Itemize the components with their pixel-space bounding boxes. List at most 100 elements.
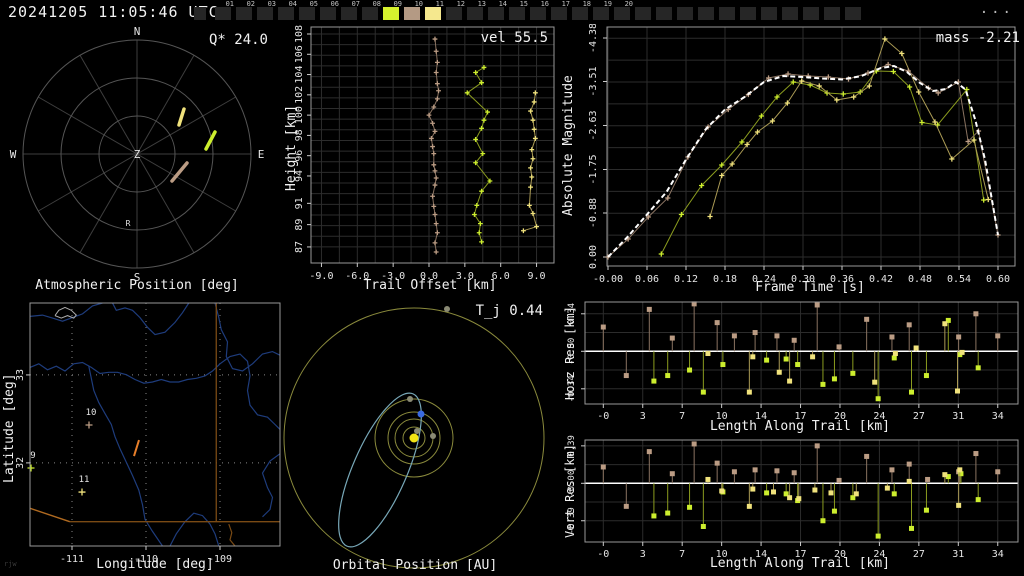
light-curve-11	[707, 36, 991, 220]
svg-text:0.12: 0.12	[674, 274, 698, 285]
residuals_horz-station-09	[651, 317, 981, 402]
svg-text:E: E	[258, 148, 265, 161]
svg-text:S: S	[134, 271, 141, 284]
svg-text:W: W	[10, 148, 17, 161]
station-box-swatch	[677, 7, 693, 20]
svg-text:89: 89	[294, 219, 305, 231]
station-box-label: 08	[372, 0, 381, 8]
svg-text:34: 34	[992, 549, 1004, 560]
station-box[interactable]	[718, 0, 739, 24]
station-box-16[interactable]: 16	[529, 0, 550, 24]
station-box-13[interactable]: 13	[466, 0, 487, 24]
station-box-label: 12	[456, 0, 465, 8]
station-box-label: 10	[414, 0, 423, 8]
svg-text:10: 10	[716, 411, 728, 422]
station-box-06[interactable]: 06	[319, 0, 340, 24]
station-box[interactable]	[676, 0, 697, 24]
meteor-orbit-ellipse	[338, 392, 422, 548]
station-box[interactable]	[781, 0, 802, 24]
height-trail-11	[521, 90, 539, 234]
station-box-swatch	[551, 7, 567, 20]
svg-text:31: 31	[952, 411, 964, 422]
svg-text:17: 17	[795, 549, 807, 560]
station-box-08[interactable]: 08	[361, 0, 382, 24]
station-box-label: 20	[624, 0, 633, 8]
longitude-axis-title: Longitude [deg]	[96, 557, 214, 572]
planet-dot	[414, 428, 420, 434]
svg-text:96: 96	[294, 150, 305, 162]
station-box-02[interactable]: 02	[235, 0, 256, 24]
station-box-swatch	[362, 7, 378, 20]
station-box-11[interactable]: 11	[424, 0, 445, 24]
station-box-swatch	[824, 7, 840, 20]
residuals_horz-station-11	[705, 321, 965, 395]
station-box[interactable]	[697, 0, 718, 24]
station-box-03[interactable]: 03	[256, 0, 277, 24]
station-box-10[interactable]: 10	[403, 0, 424, 24]
ground-track-map: 9 10 11 -111 -110 -109 33 32	[15, 302, 281, 565]
station-box-label: 03	[267, 0, 276, 8]
svg-text:9.0: 9.0	[528, 271, 546, 282]
station-box-swatch	[488, 7, 504, 20]
station-box-label: 04	[288, 0, 297, 8]
station-box-label: 18	[582, 0, 591, 8]
svg-text:-3.51: -3.51	[588, 66, 599, 96]
station-box-15[interactable]: 15	[508, 0, 529, 24]
utc-timestamp: 20241205 11:05:46 UTC	[8, 3, 219, 21]
svg-text:0.60: 0.60	[986, 274, 1010, 285]
svg-text:17: 17	[795, 411, 807, 422]
svg-text:31: 31	[952, 549, 964, 560]
station-box[interactable]	[739, 0, 760, 24]
station-box-05[interactable]: 05	[298, 0, 319, 24]
station-box-09[interactable]: 09	[382, 0, 403, 24]
polar-trail-09	[204, 130, 217, 151]
residuals_vert-station-11	[705, 467, 963, 509]
station-box-20[interactable]: 20	[613, 0, 634, 24]
station-box[interactable]	[823, 0, 844, 24]
station-box[interactable]	[844, 0, 865, 24]
map-trajectory	[133, 439, 140, 457]
station-box-12[interactable]: 12	[445, 0, 466, 24]
svg-text:-0.00: -0.00	[567, 338, 577, 365]
station-box-04[interactable]: 04	[277, 0, 298, 24]
station-box-swatch	[509, 7, 525, 20]
station-box[interactable]	[760, 0, 781, 24]
station-box-label: 07	[351, 0, 360, 8]
svg-text:14: 14	[755, 549, 767, 560]
station-box-14[interactable]: 14	[487, 0, 508, 24]
station-box-label: 02	[246, 0, 255, 8]
tisserand-label: T_j 0.44	[475, 303, 543, 319]
svg-text:0.54: 0.54	[947, 274, 971, 285]
svg-text:24: 24	[873, 411, 885, 422]
svg-text:94: 94	[294, 170, 305, 182]
station-box-18[interactable]: 18	[571, 0, 592, 24]
svg-text:34: 34	[992, 411, 1004, 422]
station-box[interactable]	[655, 0, 676, 24]
station-box-label: 11	[435, 0, 444, 8]
sun-dot	[409, 433, 419, 443]
station-box[interactable]	[193, 0, 214, 24]
svg-text:24: 24	[873, 549, 885, 560]
station-box-swatch	[215, 7, 231, 20]
station-box-07[interactable]: 07	[340, 0, 361, 24]
overflow-menu-button[interactable]: ...	[979, 1, 1014, 17]
svg-text:91: 91	[294, 197, 305, 209]
station-box-label: 01	[225, 0, 234, 8]
svg-text:98: 98	[294, 129, 305, 141]
station-box-label: 16	[540, 0, 549, 8]
station-box[interactable]	[634, 0, 655, 24]
orbital-plot-title: Orbital Position [AU]	[332, 558, 498, 573]
svg-text:100: 100	[294, 106, 305, 124]
svg-text:20: 20	[834, 411, 846, 422]
station-box[interactable]	[802, 0, 823, 24]
station-box-swatch	[194, 7, 206, 20]
svg-text:9: 9	[30, 451, 35, 461]
station-box-19[interactable]: 19	[592, 0, 613, 24]
station-box-17[interactable]: 17	[550, 0, 571, 24]
svg-text:0.39: 0.39	[567, 435, 577, 457]
svg-text:N: N	[134, 25, 141, 38]
station-box-01[interactable]: 01	[214, 0, 235, 24]
length-along-trail-axis-title: Length Along Trail [km]	[709, 419, 890, 434]
svg-text:32: 32	[15, 457, 26, 469]
station-box-swatch	[530, 7, 546, 20]
